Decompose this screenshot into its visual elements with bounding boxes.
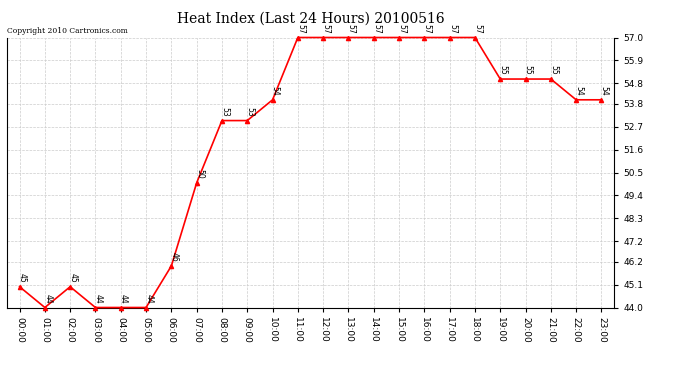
Text: 44: 44 (119, 294, 128, 303)
Text: 57: 57 (423, 24, 432, 33)
Text: 45: 45 (18, 273, 27, 283)
Text: 53: 53 (220, 106, 229, 116)
Text: 44: 44 (43, 294, 52, 303)
Text: 54: 54 (575, 86, 584, 96)
Text: 55: 55 (549, 65, 558, 75)
Text: 54: 54 (600, 86, 609, 96)
Text: 57: 57 (322, 24, 331, 33)
Text: 54: 54 (271, 86, 280, 96)
Text: 50: 50 (195, 169, 204, 179)
Text: 44: 44 (94, 294, 103, 303)
Text: 44: 44 (144, 294, 153, 303)
Text: 57: 57 (473, 24, 482, 33)
Text: Copyright 2010 Cartronics.com: Copyright 2010 Cartronics.com (7, 27, 128, 35)
Text: 53: 53 (246, 106, 255, 116)
Text: 55: 55 (524, 65, 533, 75)
Text: 46: 46 (170, 252, 179, 262)
Text: 45: 45 (68, 273, 77, 283)
Text: 55: 55 (499, 65, 508, 75)
Text: 57: 57 (347, 24, 356, 33)
Text: 57: 57 (448, 24, 457, 33)
Text: Heat Index (Last 24 Hours) 20100516: Heat Index (Last 24 Hours) 20100516 (177, 11, 444, 25)
Text: 57: 57 (372, 24, 381, 33)
Text: 57: 57 (397, 24, 406, 33)
Text: 57: 57 (296, 24, 305, 33)
